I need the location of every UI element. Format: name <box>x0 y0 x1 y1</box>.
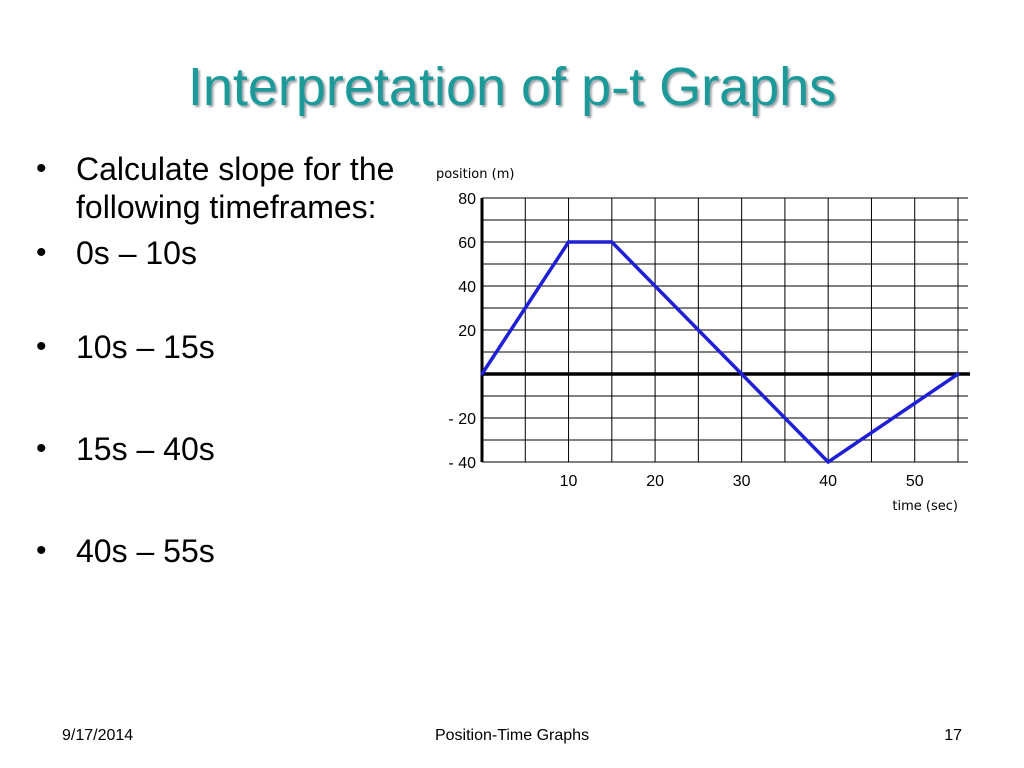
footer-date: 9/17/2014 <box>62 727 134 744</box>
bullet-list: Calculate slope for the following timefr… <box>34 150 424 570</box>
series-line <box>480 240 959 465</box>
chart-plot <box>480 240 960 465</box>
bullet-instruction: Calculate slope for the following timefr… <box>34 150 424 226</box>
x-tick-label: 10 <box>560 473 578 490</box>
y-tick-label: 80 <box>458 191 476 208</box>
y-tick-label: - 40 <box>448 455 476 472</box>
series-point <box>740 372 744 376</box>
bullet-timeframe-15-40: 15s – 40s <box>34 430 424 468</box>
x-tick-label: 30 <box>733 473 751 490</box>
x-tick-label: 50 <box>906 473 924 490</box>
position-time-chart: position (m) time (sec) 80 60 40 20 - 20 - 40… <box>436 167 970 514</box>
series-point <box>567 240 571 244</box>
series-point <box>826 460 830 464</box>
bullet-timeframe-0-10: 0s – 10s <box>34 234 424 272</box>
x-tick-label: 40 <box>819 473 837 490</box>
y-tick-label: 20 <box>458 323 476 340</box>
y-axis-label: position (m) <box>436 167 514 182</box>
bullet-timeframe-40-55: 40s – 55s <box>34 532 424 570</box>
series-point <box>956 372 960 376</box>
footer-title: Position-Time Graphs <box>434 727 590 744</box>
series-point <box>480 372 484 376</box>
footer-page-number: 17 <box>944 727 962 744</box>
y-tick-label: 40 <box>458 279 476 296</box>
x-tick-label: 20 <box>646 473 664 490</box>
chart-tick-labels: 80 60 40 20 - 20 - 40 10 20 30 40 50 <box>448 191 923 490</box>
y-tick-label: - 20 <box>448 411 476 428</box>
series-point <box>610 240 614 244</box>
x-axis-label: time (sec) <box>892 499 958 514</box>
slide-title: Interpretation of p-t Graphs <box>187 57 837 117</box>
chart-grid <box>480 197 970 463</box>
bullet-timeframe-10-15: 10s – 15s <box>34 328 424 366</box>
y-tick-label: 60 <box>458 235 476 252</box>
